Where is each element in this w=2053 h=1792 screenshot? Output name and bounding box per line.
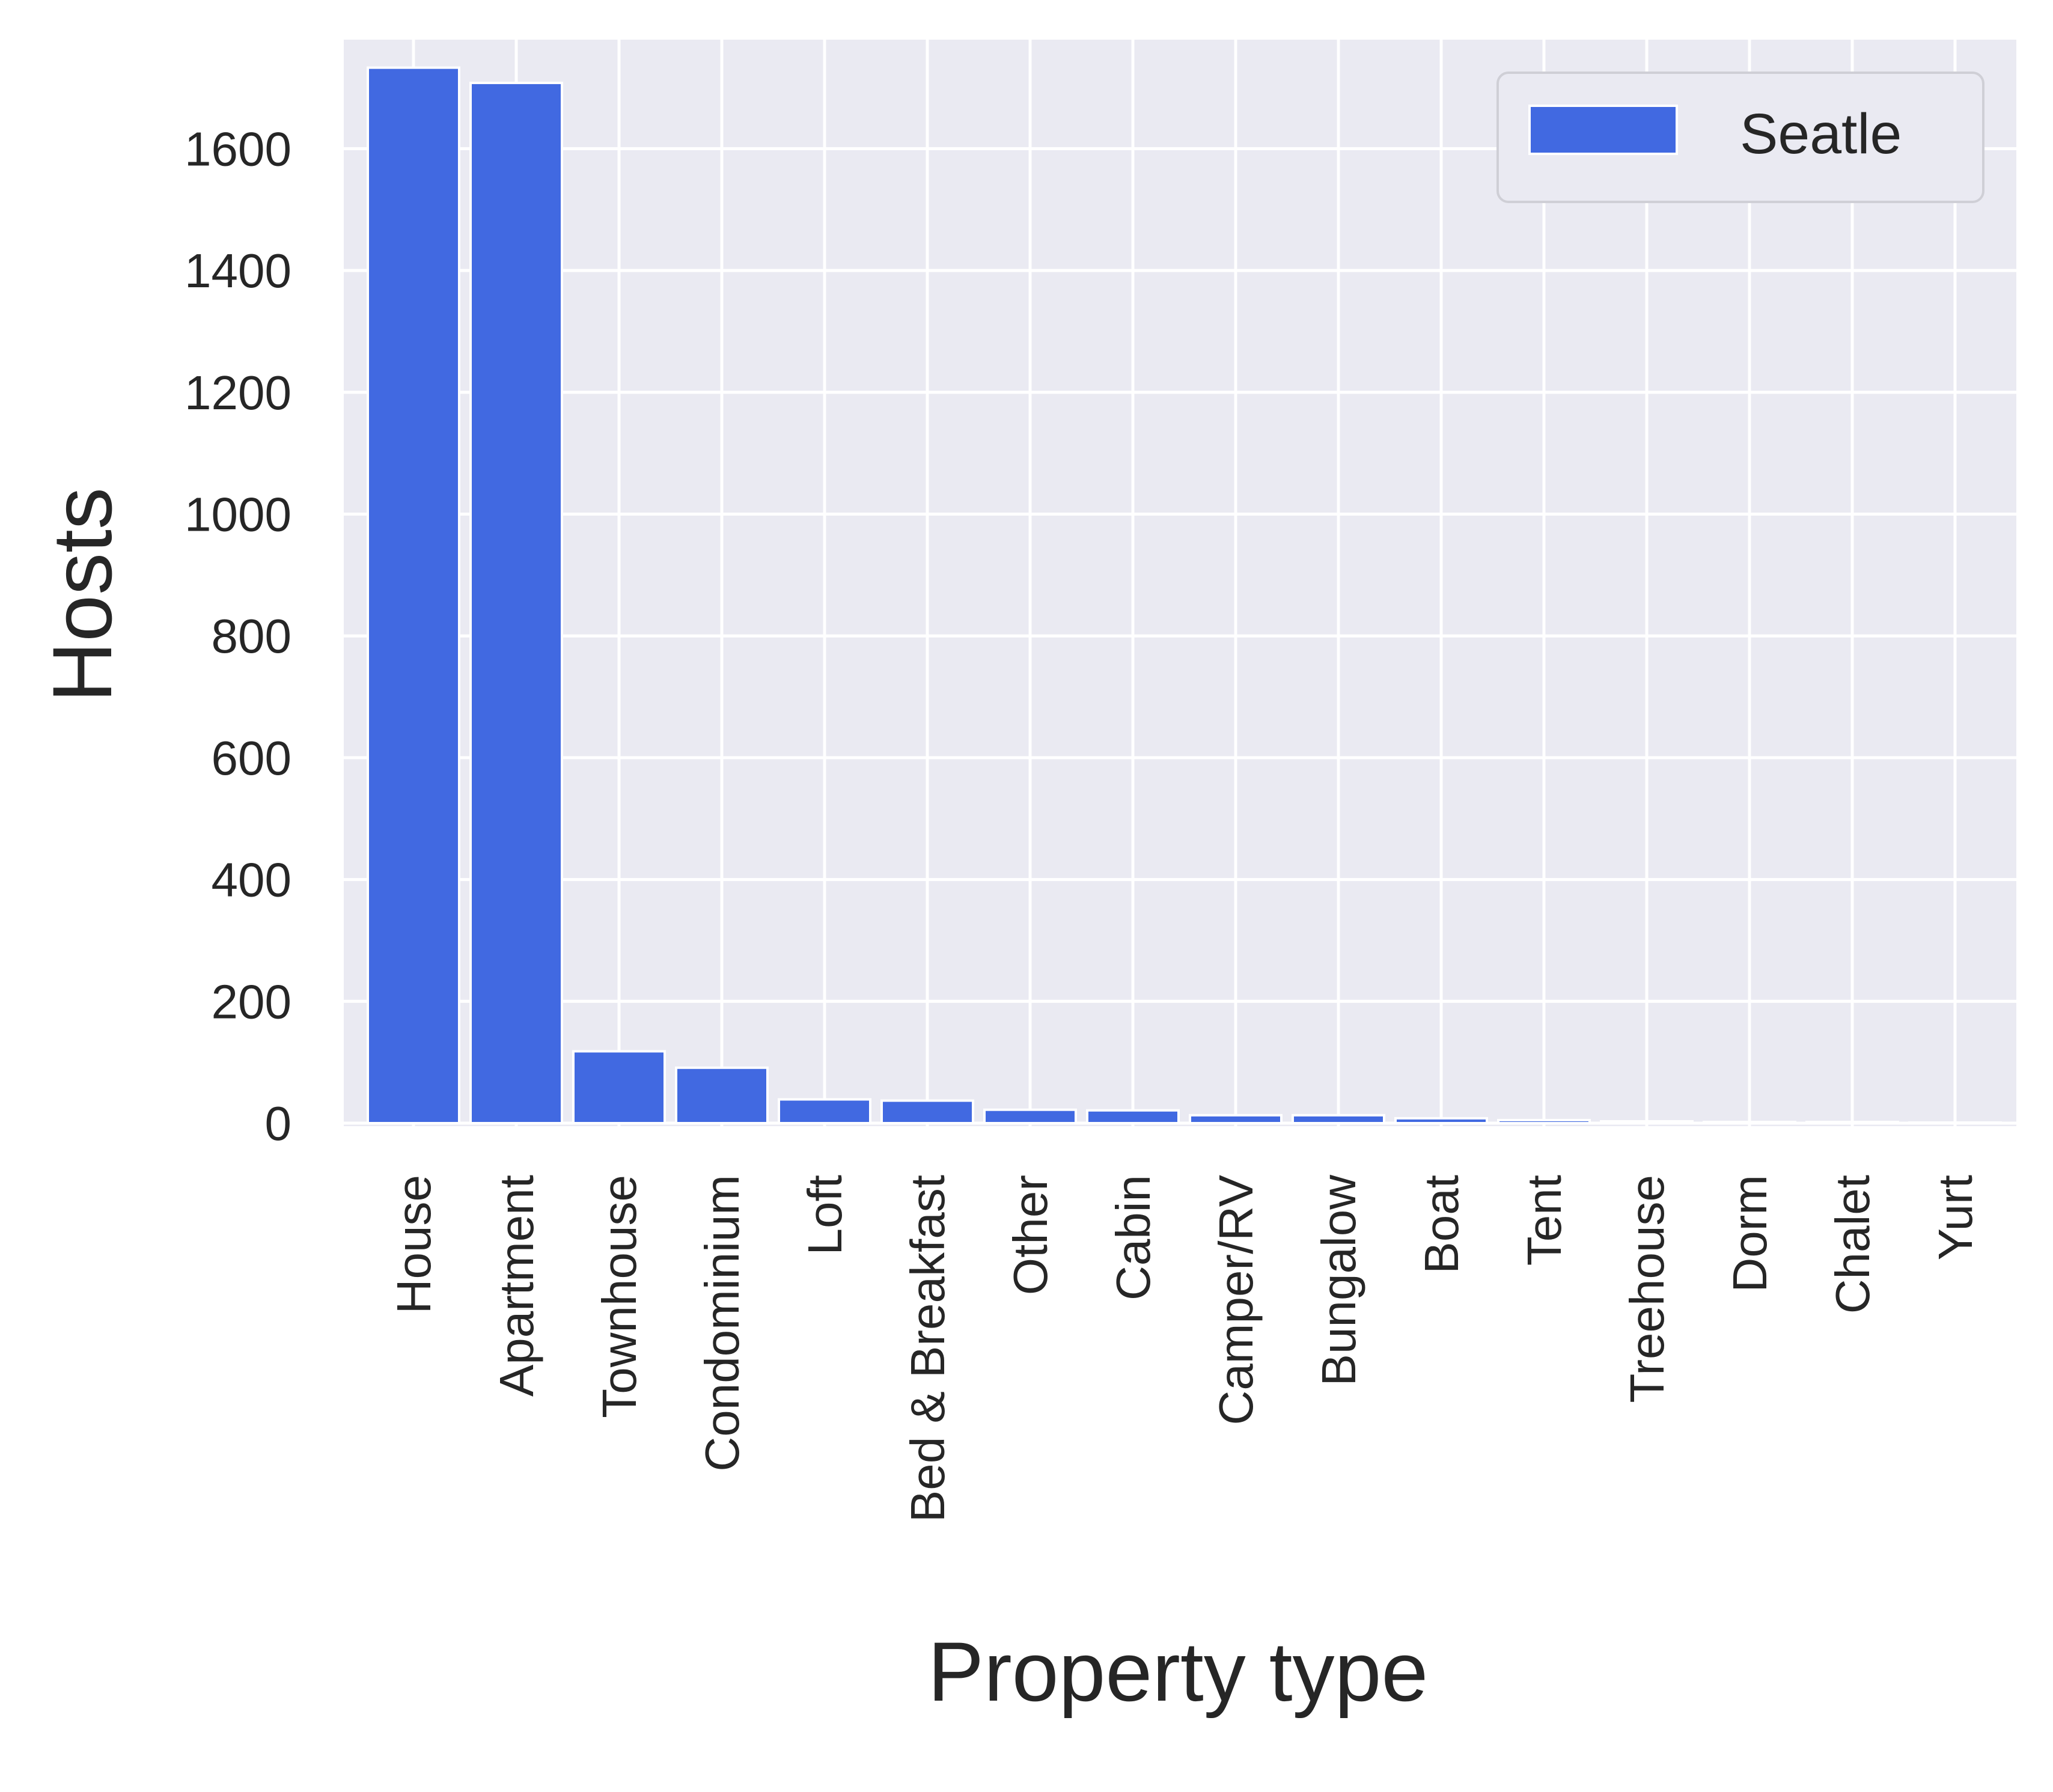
y-tick-label: 400 <box>212 853 291 907</box>
bar-house <box>367 66 460 1125</box>
plot-area <box>344 40 2016 1126</box>
y-tick-label: 800 <box>212 609 291 663</box>
bar-treehouse <box>1600 1120 1694 1124</box>
x-tick-label: Yurt <box>1929 1175 1982 1260</box>
x-tick-label: Townhouse <box>593 1175 646 1418</box>
bar-apartment <box>469 81 563 1124</box>
x-tick-label: Treehouse <box>1620 1175 1674 1403</box>
y-axis-label: Hosts <box>35 487 129 702</box>
legend-swatch <box>1528 105 1678 155</box>
x-tick-label: Boat <box>1415 1175 1468 1274</box>
x-tick-label: Other <box>1004 1175 1057 1295</box>
x-tick-label: Condominium <box>695 1175 749 1472</box>
bar-camper-rv <box>1189 1114 1283 1124</box>
x-tick-label: Camper/RV <box>1209 1174 1263 1425</box>
x-tick-label: Dorm <box>1723 1175 1777 1293</box>
bars <box>367 66 2002 1125</box>
bar-townhouse <box>572 1050 666 1124</box>
bar-dorm <box>1703 1120 1796 1125</box>
y-tick-label: 1000 <box>185 488 291 541</box>
x-tick-label: Tent <box>1518 1175 1571 1266</box>
y-tick-label: 1200 <box>185 366 291 419</box>
y-tick-label: 1400 <box>185 244 291 297</box>
bar-condominium <box>675 1066 769 1124</box>
bar-bed-breakfast <box>880 1099 974 1124</box>
x-tick-label: Cabin <box>1106 1175 1160 1300</box>
y-tick-labels: 0 200 400 600 800 1000 1200 1400 1600 <box>185 122 291 1150</box>
x-tick-label: Bungalow <box>1312 1175 1365 1386</box>
legend-label: Seatle <box>1740 102 1902 166</box>
x-tick-label: Apartment <box>490 1175 543 1397</box>
y-tick-label: 200 <box>212 975 291 1028</box>
bar-chalet <box>1805 1120 1899 1125</box>
bar-bungalow <box>1292 1114 1385 1124</box>
x-tick-label: Bed & Breakfast <box>901 1175 954 1522</box>
bar-cabin <box>1086 1109 1180 1125</box>
y-tick-label: 0 <box>265 1097 292 1150</box>
y-tick-label: 1600 <box>185 122 291 175</box>
x-tick-label: House <box>387 1175 441 1314</box>
legend: Seatle <box>1496 72 1984 203</box>
x-tick-labels: House Apartment Townhouse Condominium Loft Be… <box>387 1174 1982 1522</box>
x-tick-label: Chalet <box>1826 1175 1879 1314</box>
bar-loft <box>778 1098 871 1125</box>
x-axis-label: Property type <box>928 1624 1429 1719</box>
y-tick-label: 600 <box>212 731 291 785</box>
x-tick-label: Loft <box>798 1175 852 1255</box>
bar-other <box>983 1108 1077 1125</box>
bar-boat <box>1394 1117 1488 1124</box>
bar-tent <box>1497 1118 1591 1124</box>
